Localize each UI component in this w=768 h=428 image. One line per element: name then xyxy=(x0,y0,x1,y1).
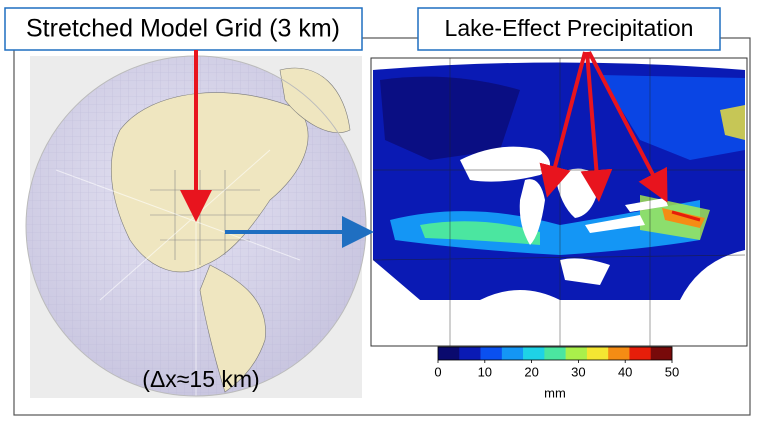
colorbar-segment xyxy=(629,347,652,360)
colorbar-segment xyxy=(650,347,673,360)
arrow xyxy=(587,51,668,203)
right-title: Lake-Effect Precipitation xyxy=(445,15,694,41)
outer-frame xyxy=(13,37,751,416)
colorbar-tick-label: 30 xyxy=(571,364,585,379)
colorbar-segment xyxy=(501,347,524,360)
colorbar-segment xyxy=(480,347,503,360)
colorbar-segment xyxy=(586,347,609,360)
colorbar-frame xyxy=(437,346,673,361)
colorbar-tick-label: 50 xyxy=(665,364,679,379)
colorbar-tick-label: 10 xyxy=(478,364,492,379)
grid-spacing-label: (Δx≈15 km) xyxy=(142,366,259,392)
colorbar-tick-label: 20 xyxy=(524,364,538,379)
colorbar-segment xyxy=(544,347,566,360)
colorbar-segment xyxy=(608,347,630,360)
colorbar: 0 10 20 30 40 50 xyxy=(434,346,679,379)
colorbar-label: mm xyxy=(544,385,566,400)
colorbar-segment xyxy=(523,347,545,360)
colorbar-tick-label: 0 xyxy=(434,364,441,379)
arrow xyxy=(580,51,613,202)
title-box xyxy=(4,7,363,51)
colorbar-segment xyxy=(459,347,481,360)
colorbar-segment xyxy=(565,347,588,360)
title-box xyxy=(417,7,721,51)
arrow xyxy=(539,51,587,198)
left-title: Stretched Model Grid (3 km) xyxy=(26,15,340,43)
colorbar-segment xyxy=(438,347,460,360)
colorbar-tick-label: 40 xyxy=(618,364,632,379)
globe-image xyxy=(25,55,367,398)
precip-map xyxy=(370,57,748,347)
